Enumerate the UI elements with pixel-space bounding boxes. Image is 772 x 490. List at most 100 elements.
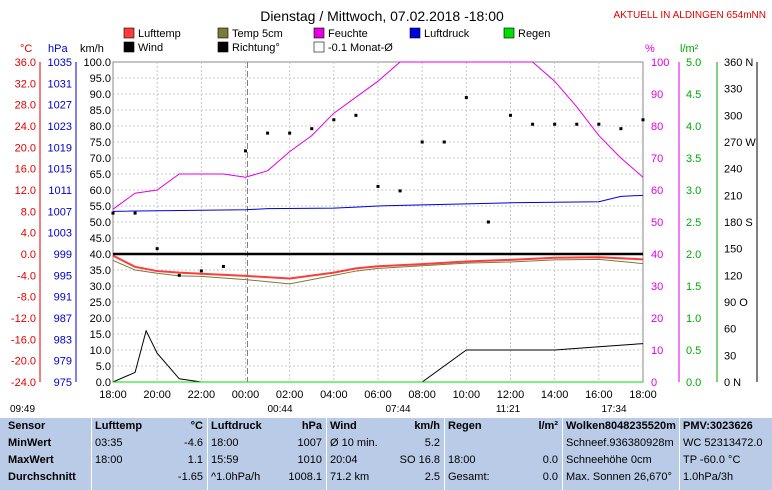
legend-label: Wind bbox=[138, 42, 163, 54]
tick-rain: 3.5 bbox=[686, 153, 701, 165]
tick-hum: 10 bbox=[651, 345, 663, 357]
unit-press: hPa bbox=[48, 43, 68, 55]
chart-title: Dienstag / Mittwoch, 07.02.2018 -18:00 bbox=[260, 8, 504, 24]
tick-dir: 60 bbox=[724, 324, 736, 336]
stats-cell: 18:00 1007 bbox=[211, 437, 322, 449]
tick-wind: 100.0 bbox=[83, 57, 111, 69]
tick-rain: 4.0 bbox=[686, 121, 701, 133]
stats-header: Sensor bbox=[8, 420, 46, 432]
stats-cell: 03:35 -4.6 bbox=[95, 437, 203, 449]
station-label: AKTUELL IN ALDINGEN 654mNN bbox=[614, 10, 766, 21]
stats-cell: TP -60.0 °C bbox=[683, 454, 741, 466]
unit-rain: l/m² bbox=[680, 43, 699, 55]
tick-press: 987 bbox=[54, 313, 72, 325]
series-feuchte bbox=[112, 61, 644, 210]
legend-label: Temp 5cm bbox=[232, 28, 283, 40]
tick-temp: 28.0 bbox=[15, 100, 36, 112]
point-direction bbox=[133, 211, 137, 215]
legend-swatch bbox=[503, 27, 515, 39]
legend-label: Feuchte bbox=[328, 28, 368, 40]
stats-cell: 18:00 1.1 bbox=[95, 454, 203, 466]
tick-temp: 0.0 bbox=[21, 249, 36, 261]
stats-cell: 18:00 0.0 bbox=[448, 454, 558, 466]
point-direction bbox=[111, 211, 115, 215]
column-separator bbox=[679, 418, 680, 490]
sun-mark: 17:34 bbox=[601, 404, 626, 415]
point-direction bbox=[641, 118, 645, 122]
point-direction bbox=[288, 131, 292, 135]
tick-dir: 0 N bbox=[724, 377, 741, 389]
stats-cell: Ø 10 min. 5.2 bbox=[330, 437, 440, 449]
tick-wind: 10.0 bbox=[90, 345, 111, 357]
tick-hum: 20 bbox=[651, 313, 663, 325]
tick-rain: 4.5 bbox=[686, 89, 701, 101]
sun-mark: 07:44 bbox=[385, 404, 410, 415]
tick-wind: 30.0 bbox=[90, 281, 111, 293]
column-separator bbox=[207, 418, 208, 490]
tick-hum: 30 bbox=[651, 281, 663, 293]
tick-time: 02:00 bbox=[276, 389, 304, 401]
tick-dir: 30 bbox=[724, 350, 736, 362]
tick-wind: 70.0 bbox=[90, 153, 111, 165]
tick-hum: 50 bbox=[651, 217, 663, 229]
tick-wind: 15.0 bbox=[90, 329, 111, 341]
tick-wind: 25.0 bbox=[90, 297, 111, 309]
tick-press: 995 bbox=[54, 270, 72, 282]
stats-cell: WC 52313472.0 bbox=[683, 437, 763, 449]
stats-cell: 1.0hPa/3h bbox=[683, 471, 734, 483]
tick-press: 1011 bbox=[48, 185, 72, 197]
unit-wind: km/h bbox=[80, 43, 104, 55]
tick-time: 16:00 bbox=[585, 389, 613, 401]
tick-hum: 100 bbox=[651, 57, 669, 69]
tick-press: 1027 bbox=[48, 100, 72, 112]
legend-swatch bbox=[123, 41, 135, 53]
tick-rain: 1.5 bbox=[686, 281, 701, 293]
point-direction bbox=[442, 140, 446, 144]
stats-header: Wind km/h bbox=[330, 420, 440, 432]
tick-wind: 80.0 bbox=[90, 121, 111, 133]
tick-rain: 2.0 bbox=[686, 249, 701, 261]
tick-temp: 32.0 bbox=[15, 78, 36, 90]
stats-header: Luftdruck hPa bbox=[211, 420, 322, 432]
tick-temp: 36.0 bbox=[15, 57, 36, 69]
stats-header: Lufttemp °C bbox=[95, 420, 203, 432]
tick-time: 00:00 bbox=[232, 389, 260, 401]
stats-cell: MaxWert bbox=[8, 454, 54, 466]
tick-press: 1015 bbox=[48, 164, 72, 176]
tick-hum: 70 bbox=[651, 153, 663, 165]
tick-dir: 90 O bbox=[724, 297, 748, 309]
tick-rain: 3.0 bbox=[686, 185, 701, 197]
legend-label: -0.1 Monat-Ø bbox=[328, 42, 393, 54]
stats-cell bbox=[448, 435, 558, 452]
tick-press: 1023 bbox=[48, 121, 72, 133]
tick-wind: 20.0 bbox=[90, 313, 111, 325]
unit-temp: °C bbox=[20, 43, 32, 55]
tick-rain: 0.0 bbox=[686, 377, 701, 389]
point-direction bbox=[398, 189, 402, 193]
tick-temp: 24.0 bbox=[15, 121, 36, 133]
legend-label: Richtung° bbox=[232, 42, 280, 54]
tick-temp: 16.0 bbox=[15, 164, 36, 176]
tick-temp: 20.0 bbox=[15, 142, 36, 154]
stats-header: PMV:3023626 bbox=[683, 420, 753, 432]
stats-cell: Durchschnitt bbox=[8, 471, 76, 483]
tick-wind: 85.0 bbox=[90, 105, 111, 117]
tick-wind: 0.0 bbox=[96, 377, 111, 389]
point-direction bbox=[464, 96, 468, 100]
stats-header: Wolken8048235520m bbox=[566, 420, 676, 432]
tick-hum: 0 bbox=[651, 377, 657, 389]
column-separator bbox=[326, 418, 327, 490]
point-direction bbox=[155, 247, 159, 251]
point-direction bbox=[531, 122, 535, 126]
tick-press: 983 bbox=[54, 334, 72, 346]
tick-temp: 4.0 bbox=[21, 228, 36, 240]
tick-press: 975 bbox=[54, 377, 72, 389]
point-direction bbox=[597, 122, 601, 126]
tick-rain: 1.0 bbox=[686, 313, 701, 325]
unit-hum: % bbox=[645, 43, 655, 55]
tick-press: 991 bbox=[54, 292, 72, 304]
point-direction bbox=[486, 220, 490, 224]
tick-press: 1035 bbox=[48, 57, 72, 69]
tick-time: 14:00 bbox=[541, 389, 569, 401]
